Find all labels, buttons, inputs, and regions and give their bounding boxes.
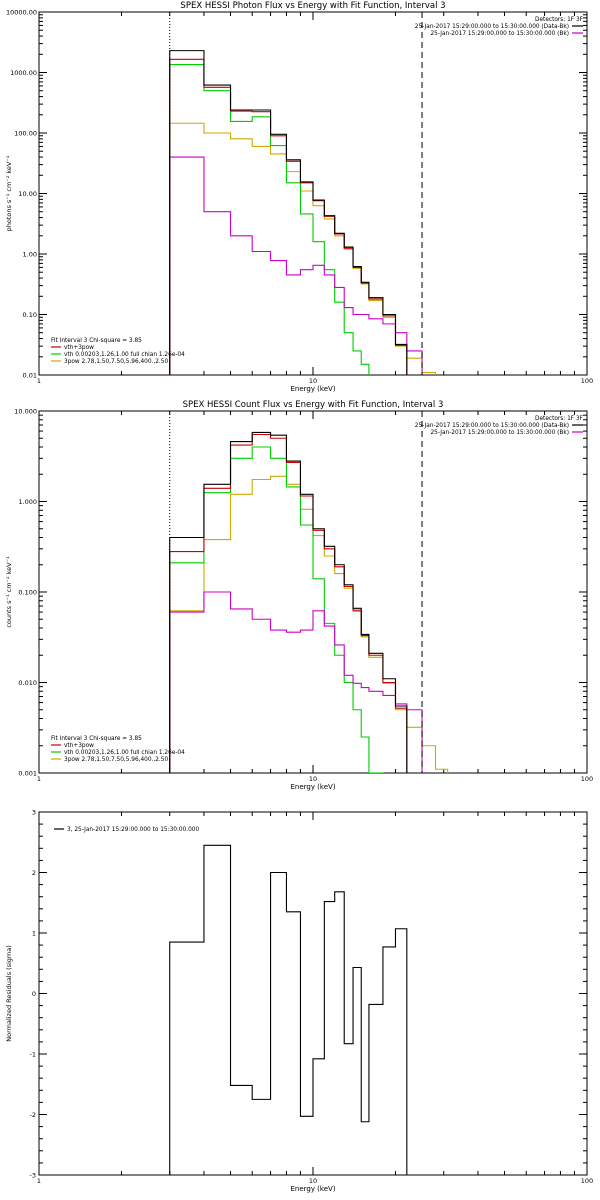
- x-tick-label: 100: [581, 1177, 593, 1185]
- y-tick-label: 1.000: [18, 498, 37, 506]
- y-tick-label: -2: [30, 1111, 36, 1119]
- y-tick-label: 10.00: [18, 190, 37, 198]
- chart-title: SPEX HESSI Photon Flux vs Energy with Fi…: [180, 1, 445, 11]
- x-tick-label: 10: [309, 1177, 317, 1185]
- series-2-histogram: [170, 157, 422, 380]
- x-tick-label: 1: [37, 775, 41, 783]
- y-tick-label: 0.010: [18, 679, 37, 687]
- y-tick-label: 10.000: [14, 408, 37, 416]
- y-axis-label: photons s⁻¹ cm⁻² keV⁻¹: [5, 155, 13, 231]
- y-tick-label: -1: [30, 1051, 36, 1059]
- y-tick-label: 1: [32, 930, 36, 938]
- plot-frame: [39, 411, 587, 773]
- bk-legend-label: 25-Jan-2017 15:29:00.000 to 15:30:00.000…: [430, 31, 569, 37]
- y-tick-label: 0.100: [18, 589, 37, 597]
- x-tick-label: 10: [309, 775, 317, 783]
- panel-1: SPEX HESSI Photon Flux vs Energy with Fi…: [5, 1, 593, 393]
- fit-legend-item: vth 0.00203,1.26,1.00 full chian 1.26e-0…: [64, 352, 185, 358]
- y-tick-label: 2: [32, 869, 36, 877]
- x-tick-label: 1: [37, 1177, 41, 1185]
- x-tick-label: 100: [581, 377, 593, 385]
- y-tick-label: 3: [32, 809, 36, 817]
- plot-frame: [39, 812, 587, 1175]
- plot-area: [170, 12, 436, 380]
- series-1-histogram: [170, 845, 407, 1175]
- residual-legend-label: 3, 25-Jan-2017 15:29:00.000 to 15:30:00.…: [67, 827, 199, 833]
- detectors-label: Detectors: 1F 3F: [535, 416, 583, 422]
- fit-legend-item: vth+3pow: [64, 345, 94, 351]
- data-bk-legend-label: 25-Jan-2017 15:29:00.000 to 15:30:00.000…: [415, 24, 569, 30]
- x-tick-label: 10: [309, 377, 317, 385]
- spex-figure: SPEX HESSI Photon Flux vs Energy with Fi…: [0, 0, 600, 1200]
- y-tick-label: 10000.00: [6, 9, 37, 17]
- series-3-histogram: [170, 59, 407, 380]
- y-tick-label: 1000.00: [10, 69, 37, 77]
- y-tick-label: 100.00: [14, 130, 37, 138]
- x-axis-label: Energy (keV): [290, 783, 335, 791]
- fit-legend-item: 3pow 2.78,1.50,7.50,5.96,400.,2.50: [64, 359, 168, 365]
- fit-legend-title: Fit Interval 3 Chi-square = 3.85: [51, 736, 142, 742]
- x-tick-label: 100: [581, 775, 593, 783]
- chart-title: SPEX HESSI Count Flux vs Energy with Fit…: [183, 400, 444, 410]
- y-tick-label: 0.001: [18, 770, 37, 778]
- fit-legend-item: 3pow 2.78,1.50,7.50,5.96,400.,2.50: [64, 757, 168, 763]
- series-5-histogram: [170, 476, 448, 778]
- detectors-label: Detectors: 1F 3F: [535, 17, 583, 23]
- fit-legend-item: vth+3pow: [64, 743, 94, 749]
- bk-legend-label: 25-Jan-2017 15:29:00.000 to 15:30:00.000…: [430, 430, 569, 436]
- y-axis-label: Normalized Residuals (sigma): [5, 945, 13, 1042]
- data-bk-legend-label: 25-Jan-2017 15:29:00.000 to 15:30:00.000…: [415, 423, 569, 429]
- y-tick-label: 1.00: [23, 251, 37, 259]
- x-tick-label: 1: [37, 377, 41, 385]
- series-1-histogram: [170, 51, 407, 380]
- y-tick-label: 0.10: [23, 311, 37, 319]
- panel-3: Energy (keV) Normalized Residuals (sigma)…: [5, 809, 593, 1194]
- plot-area: [170, 411, 448, 778]
- y-tick-label: -3: [30, 1172, 36, 1180]
- y-tick-label: 0: [32, 990, 36, 998]
- plot-area: [170, 845, 407, 1175]
- y-axis-label: counts s⁻¹ cm⁻² keV⁻¹: [5, 556, 13, 628]
- y-tick-label: 0.01: [23, 372, 37, 380]
- x-axis-label: Energy (keV): [290, 385, 335, 393]
- fit-legend-item: vth 0.00203,1.26,1.00 full chian 1.26e-0…: [64, 750, 185, 756]
- x-axis-label: Energy (keV): [290, 1185, 335, 1193]
- panel-2: SPEX HESSI Count Flux vs Energy with Fit…: [5, 400, 593, 791]
- series-3-histogram: [170, 435, 407, 779]
- fit-legend-title: Fit Interval 3 Chi-square = 3.85: [51, 338, 142, 344]
- series-2-histogram: [170, 592, 422, 778]
